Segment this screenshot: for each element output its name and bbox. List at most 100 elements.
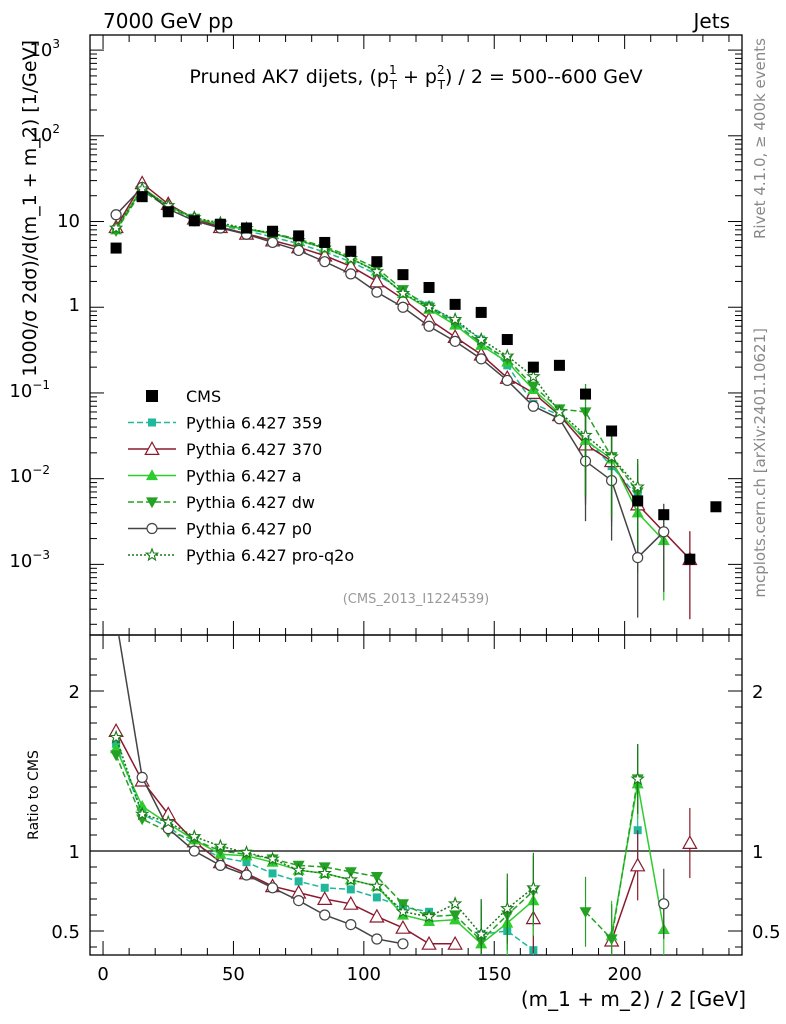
ratio-line [117,635,404,945]
marker-star [421,299,437,314]
y-tick-1e-1: 10−1 [9,378,50,402]
marker-star [108,729,124,744]
marker-star [526,368,541,383]
marker-triangle [145,469,159,481]
legend-label: Pythia 6.427 a [186,467,302,486]
legend-label: Pythia 6.427 p0 [186,520,312,539]
y-tick-1e2-exp: 2 [52,122,60,136]
marker-circle [188,845,200,857]
marker-star [474,331,489,346]
legend-label: Pythia 6.427 dw [186,493,315,512]
marker-circle [319,256,331,268]
marker-star [144,547,160,562]
ratio-tick-label-right: 0.5 [752,922,781,943]
cms-point [606,425,618,437]
series-line [115,182,691,560]
chart-title-sup2: 2 [437,63,445,77]
legend-label: Pythia 6.427 pro-q2o [186,546,354,565]
marker-star [369,264,385,278]
marker-triangle-down [449,910,462,922]
marker-triangle-down [579,907,592,919]
analysis-tag: (CMS_2013_I1224539) [343,592,490,607]
y-tick-1e-1-base: 10 [9,381,32,402]
cms-point [501,334,513,346]
marker-star [369,878,385,893]
legend-marker-cms [146,390,158,402]
marker-star [630,771,645,786]
y-tick-1e-3-base: 10 [9,551,32,572]
marker-triangle-down [605,934,618,946]
marker-star [500,900,515,915]
y-axis-label-main: 1000/σ 2dσ)/d(m_1 + m_2) [1/GeV] [19,40,41,377]
marker-square [148,418,156,427]
marker-circle [371,933,383,945]
y-tick-1e-2: 10−2 [9,463,50,487]
cms-point [580,388,592,400]
cms-point [188,215,200,227]
y-tick-1e3-exp: 3 [52,37,60,51]
chart-title-sup1: 1 [389,63,397,77]
legend: CMS Pythia 6.427 359 Pythia 6.427 370 Pythi… [128,387,354,565]
marker-star [552,404,567,419]
ratio-line [610,865,639,941]
header-left: 7000 GeV pp [103,9,234,33]
cms-data [110,191,722,565]
marker-star [526,880,541,895]
marker-circle [293,244,305,257]
marker-triangle [629,857,646,872]
marker-star [578,427,593,442]
ratio-tick-label-right: 1 [752,842,763,863]
y-tick-1e2: 102 [29,122,60,146]
marker-triangle [144,441,160,455]
marker-circle [632,551,644,564]
cms-point [240,222,252,234]
main-plot-frame [89,34,743,636]
marker-circle [658,526,670,538]
marker-circle [527,400,539,412]
marker-star [604,449,619,463]
rivet-label: Rivet 4.1.0, ≥ 400k events [751,38,769,239]
x-tick-label: 150 [477,964,511,985]
cms-point [293,230,305,242]
marker-circle [110,209,122,221]
marker-triangle-down [145,497,159,509]
marker-triangle [343,895,359,910]
y-axis-label-ratio: Ratio to CMS [26,750,42,840]
marker-circle [345,268,357,280]
cms-point [553,359,565,371]
marker-circle [266,236,279,249]
marker-circle [214,859,226,872]
y-tick-1: 1 [69,295,80,316]
chart-title-sub2: T [437,78,446,92]
marker-triangle [395,919,411,934]
series-line [115,186,665,559]
chart-title-part-c: ) / 2 = 500--600 GeV [445,66,643,88]
cms-point [214,218,226,230]
marker-circle [146,522,158,535]
ratio-tick-label-right: 2 [752,682,763,703]
marker-circle [449,335,461,347]
series-line [115,186,665,542]
cms-point [110,242,122,254]
y-tick-10: 10 [57,211,80,232]
marker-star [343,872,358,886]
marker-star [447,896,463,910]
legend-label-cms: CMS [186,387,221,406]
marker-circle [266,882,279,894]
chart-title-sub1: T [389,78,398,92]
marker-star [160,814,176,829]
ratio-line [481,930,534,951]
marker-star [395,904,411,919]
ratio-line [115,754,534,942]
marker-triangle-down [110,750,123,762]
x-tick-label: 50 [222,964,245,985]
marker-triangle-down [370,871,383,883]
y-tick-1e2-base: 10 [29,125,52,146]
marker-star [187,828,202,843]
y-tick-1e-1-exp: −1 [32,378,50,392]
cms-point [423,281,435,293]
marker-square [268,869,277,878]
marker-star [135,806,150,821]
cms-point [345,245,357,257]
y-tick-1e-3: 10−3 [9,548,50,572]
